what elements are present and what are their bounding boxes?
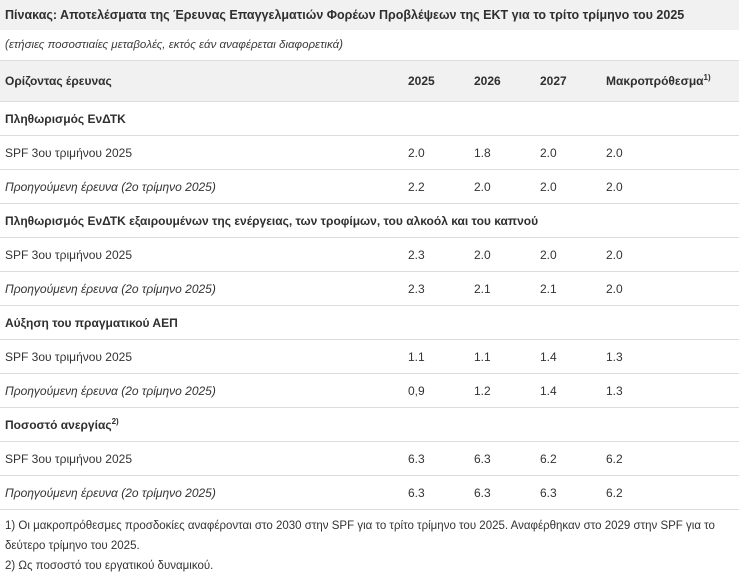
header-2026: 2026: [474, 60, 540, 102]
table-row: SPF 3ου τριμήνου 2025 6.3 6.3 6.2 6.2: [0, 441, 739, 476]
cell-2027: 1.4: [540, 339, 606, 374]
table-row: SPF 3ου τριμήνου 2025 2.3 2.0 2.0 2.0: [0, 237, 739, 272]
row-label: Προηγούμενη έρευνα (2ο τρίμηνο 2025): [0, 475, 408, 510]
cell-2026: 1.8: [474, 135, 540, 170]
cell-longterm: 2.0: [606, 135, 739, 170]
cell-2027: 2.1: [540, 271, 606, 306]
section-row: Αύξηση του πραγματικού ΑΕΠ: [0, 305, 739, 340]
row-label: SPF 3ου τριμήνου 2025: [0, 441, 408, 476]
cell-2027: 2.0: [540, 169, 606, 204]
section-title: Πληθωρισμός ΕνΔΤΚ: [0, 101, 739, 136]
cell-2027: 2.0: [540, 135, 606, 170]
cell-longterm: 6.2: [606, 475, 739, 510]
section-row: Ποσοστό ανεργίας2): [0, 407, 739, 442]
section-row: Πληθωρισμός ΕνΔΤΚ εξαιρουμένων της ενέργ…: [0, 203, 739, 238]
cell-longterm: 1.3: [606, 339, 739, 374]
section-title: Αύξηση του πραγματικού ΑΕΠ: [0, 305, 739, 340]
cell-2025: 0,9: [408, 373, 474, 408]
cell-2025: 6.3: [408, 441, 474, 476]
cell-longterm: 2.0: [606, 169, 739, 204]
header-horizon: Ορίζοντας έρευνας: [0, 60, 408, 102]
header-longterm-footnote-ref: 1): [703, 73, 711, 82]
table-header: Ορίζοντας έρευνας 2025 2026 2027 Μακροπρ…: [0, 60, 739, 102]
section-title-text: Ποσοστό ανεργίας: [5, 417, 112, 432]
header-row: Ορίζοντας έρευνας 2025 2026 2027 Μακροπρ…: [0, 60, 739, 102]
footnote-2: 2) Ως ποσοστό του εργατικού δυναμικού.: [5, 560, 214, 572]
footnote-1: 1) Οι μακροπρόθεσμες προσδοκίες αναφέρον…: [5, 520, 715, 552]
section-footnote-ref: 2): [111, 416, 119, 426]
section-title: Ποσοστό ανεργίας2): [0, 407, 739, 442]
row-label: SPF 3ου τριμήνου 2025: [0, 339, 408, 374]
cell-2025: 6.3: [408, 475, 474, 510]
table-row: Προηγούμενη έρευνα (2ο τρίμηνο 2025) 2.2 2…: [0, 169, 739, 204]
cell-2026: 2.1: [474, 271, 540, 306]
header-longterm-label: Μακροπρόθεσμα: [606, 74, 704, 88]
table-row: Προηγούμενη έρευνα (2ο τρίμηνο 2025) 2.3 2…: [0, 271, 739, 306]
cell-2027: 2.0: [540, 237, 606, 272]
section-title-text: Πληθωρισμός ΕνΔΤΚ εξαιρουμένων της ενέργ…: [5, 213, 539, 228]
section-title-text: Αύξηση του πραγματικού ΑΕΠ: [5, 315, 178, 330]
header-2025: 2025: [408, 60, 474, 102]
cell-longterm: 2.0: [606, 271, 739, 306]
footnotes: 1) Οι μακροπρόθεσμες προσδοκίες αναφέρον…: [0, 510, 739, 576]
cell-2025: 2.0: [408, 135, 474, 170]
row-label: Προηγούμενη έρευνα (2ο τρίμηνο 2025): [0, 169, 408, 204]
row-label: SPF 3ου τριμήνου 2025: [0, 135, 408, 170]
cell-2027: 6.3: [540, 475, 606, 510]
cell-2026: 2.0: [474, 237, 540, 272]
row-label: Προηγούμενη έρευνα (2ο τρίμηνο 2025): [0, 271, 408, 306]
cell-longterm: 6.2: [606, 441, 739, 476]
table-row: Προηγούμενη έρευνα (2ο τρίμηνο 2025) 6.3 6…: [0, 475, 739, 510]
cell-2025: 2.3: [408, 237, 474, 272]
cell-2025: 1.1: [408, 339, 474, 374]
cell-2026: 6.3: [474, 441, 540, 476]
header-2027: 2027: [540, 60, 606, 102]
section-row: Πληθωρισμός ΕνΔΤΚ: [0, 101, 739, 136]
table-row: SPF 3ου τριμήνου 2025 1.1 1.1 1.4 1.3: [0, 339, 739, 374]
cell-2027: 1.4: [540, 373, 606, 408]
header-longterm: Μακροπρόθεσμα1): [606, 60, 739, 102]
table-row: SPF 3ου τριμήνου 2025 2.0 1.8 2.0 2.0: [0, 135, 739, 170]
cell-2025: 2.3: [408, 271, 474, 306]
cell-longterm: 1.3: [606, 373, 739, 408]
cell-2026: 6.3: [474, 475, 540, 510]
cell-2025: 2.2: [408, 169, 474, 204]
section-title: Πληθωρισμός ΕνΔΤΚ εξαιρουμένων της ενέργ…: [0, 203, 739, 238]
table-row: Προηγούμενη έρευνα (2ο τρίμηνο 2025) 0,9 1…: [0, 373, 739, 408]
section-title-text: Πληθωρισμός ΕνΔΤΚ: [5, 111, 126, 126]
cell-2027: 6.2: [540, 441, 606, 476]
cell-2026: 1.2: [474, 373, 540, 408]
cell-2026: 2.0: [474, 169, 540, 204]
cell-2026: 1.1: [474, 339, 540, 374]
cell-longterm: 2.0: [606, 237, 739, 272]
row-label: SPF 3ου τριμήνου 2025: [0, 237, 408, 272]
row-label: Προηγούμενη έρευνα (2ο τρίμηνο 2025): [0, 373, 408, 408]
table-body: Πληθωρισμός ΕνΔΤΚ SPF 3ου τριμήνου 2025 2.…: [0, 101, 739, 510]
table-title: Πίνακας: Αποτελέσματα της Έρευνας Επαγγε…: [0, 0, 739, 30]
table-subtitle: (ετήσιες ποσοστιαίες μεταβολές, εκτός εά…: [5, 39, 343, 51]
results-table: Ορίζοντας έρευνας 2025 2026 2027 Μακροπρ…: [0, 60, 739, 510]
